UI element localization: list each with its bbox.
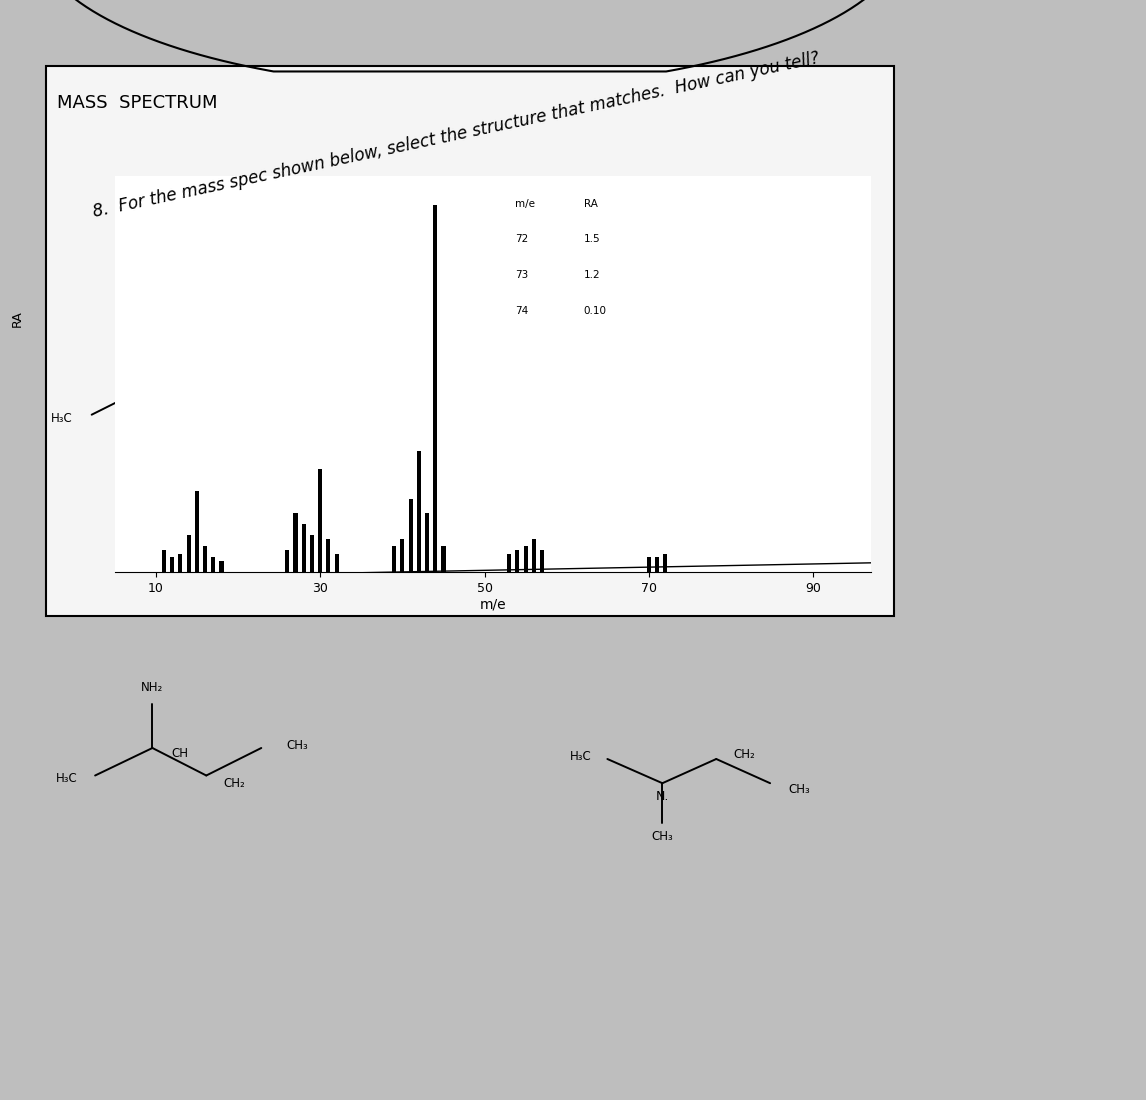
Bar xyxy=(162,550,166,572)
Bar xyxy=(540,550,544,572)
Text: m/e: m/e xyxy=(516,199,535,209)
Text: NH₂: NH₂ xyxy=(141,681,164,694)
Text: CH₃: CH₃ xyxy=(378,370,400,383)
Text: CH₃: CH₃ xyxy=(286,739,308,752)
Text: RA: RA xyxy=(10,310,24,328)
Text: CH₃: CH₃ xyxy=(788,783,810,796)
Text: 72: 72 xyxy=(516,234,528,244)
Text: CH₂: CH₂ xyxy=(164,373,185,386)
Text: H₃C: H₃C xyxy=(50,411,72,425)
Bar xyxy=(532,539,536,572)
Text: H₃C: H₃C xyxy=(570,750,591,763)
FancyBboxPatch shape xyxy=(46,66,894,616)
Text: 74: 74 xyxy=(516,306,528,316)
Text: 8.  For the mass spec shown below, select the structure that matches.  How can y: 8. For the mass spec shown below, select… xyxy=(92,50,822,221)
Bar xyxy=(187,536,190,572)
Bar xyxy=(170,558,174,572)
Bar xyxy=(664,553,667,572)
Text: 0.10: 0.10 xyxy=(583,306,606,316)
Bar xyxy=(516,550,519,572)
Text: NH₂: NH₂ xyxy=(777,400,799,414)
Bar xyxy=(203,547,207,572)
Text: H₃C: H₃C xyxy=(56,772,78,785)
Bar xyxy=(433,206,438,572)
Text: H₃C: H₃C xyxy=(505,392,527,405)
Text: CH: CH xyxy=(172,747,188,760)
Bar xyxy=(179,553,182,572)
Bar xyxy=(425,514,429,572)
Bar xyxy=(417,451,421,572)
X-axis label: m/e: m/e xyxy=(479,597,507,612)
Bar xyxy=(327,539,330,572)
Bar xyxy=(335,553,338,572)
Text: CH₂: CH₂ xyxy=(614,359,635,372)
Bar xyxy=(441,547,446,572)
Text: 1.2: 1.2 xyxy=(583,270,601,280)
Bar xyxy=(285,550,289,572)
Text: MASS  SPECTRUM: MASS SPECTRUM xyxy=(57,94,218,111)
Bar xyxy=(524,547,527,572)
Text: N: N xyxy=(257,373,266,386)
Text: CH₂: CH₂ xyxy=(668,400,689,414)
Bar xyxy=(656,558,659,572)
Text: CH₂: CH₂ xyxy=(733,748,754,761)
Text: H: H xyxy=(257,393,266,404)
Bar xyxy=(301,525,306,572)
Bar xyxy=(400,539,405,572)
Bar xyxy=(647,558,651,572)
Text: CH₃: CH₃ xyxy=(652,829,673,843)
Bar xyxy=(211,558,215,572)
Text: N.: N. xyxy=(656,790,669,803)
Bar xyxy=(309,536,314,572)
Bar xyxy=(195,492,199,572)
Text: 1.5: 1.5 xyxy=(583,234,601,244)
Bar xyxy=(319,470,322,572)
Text: CH₂: CH₂ xyxy=(328,393,348,406)
Text: RA: RA xyxy=(583,199,597,209)
Bar xyxy=(293,514,298,572)
Bar xyxy=(219,561,223,572)
Bar xyxy=(408,498,413,572)
Text: 73: 73 xyxy=(516,270,528,280)
Text: CH₂: CH₂ xyxy=(223,777,244,790)
Bar xyxy=(508,553,511,572)
Text: CH₂: CH₂ xyxy=(721,359,741,372)
Bar xyxy=(392,547,397,572)
